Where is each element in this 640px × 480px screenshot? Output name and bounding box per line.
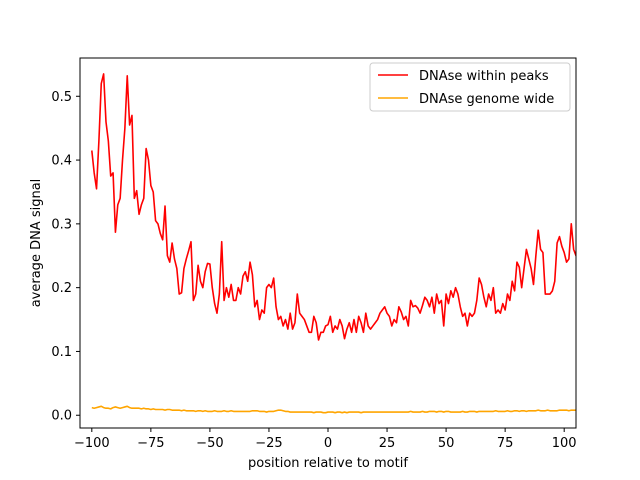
x-tick-label: 75	[497, 436, 514, 451]
x-tick-label: 100	[552, 436, 577, 451]
legend-label-dnase-genome-wide: DNAse genome wide	[419, 92, 554, 107]
x-tick-label: 25	[379, 436, 396, 451]
y-tick-label: 0.5	[51, 90, 72, 105]
x-tick-label: −100	[74, 436, 110, 451]
x-axis-label: position relative to motif	[248, 456, 408, 471]
y-tick-label: 0.1	[51, 345, 72, 360]
legend-label-dnase-within-peaks: DNAse within peaks	[419, 69, 549, 84]
legend-box	[369, 62, 571, 112]
y-tick-label: 0.3	[51, 217, 72, 232]
y-tick-label: 0.0	[51, 409, 72, 424]
y-axis-label: average DNA signal	[29, 179, 44, 308]
y-tick-label: 0.2	[51, 281, 72, 296]
series-line-dnase-within-peaks	[91, 73, 576, 341]
x-tick-label: −75	[137, 436, 164, 451]
x-tick-label: 50	[438, 436, 455, 451]
x-tick-label: 0	[324, 436, 332, 451]
series-line-dnase-genome-wide	[91, 405, 576, 414]
legend: DNAse within peaks DNAse genome wide	[369, 62, 571, 112]
x-tick-label: −50	[196, 436, 223, 451]
x-tick-label: −25	[255, 436, 282, 451]
y-tick-label: 0.4	[51, 154, 72, 169]
